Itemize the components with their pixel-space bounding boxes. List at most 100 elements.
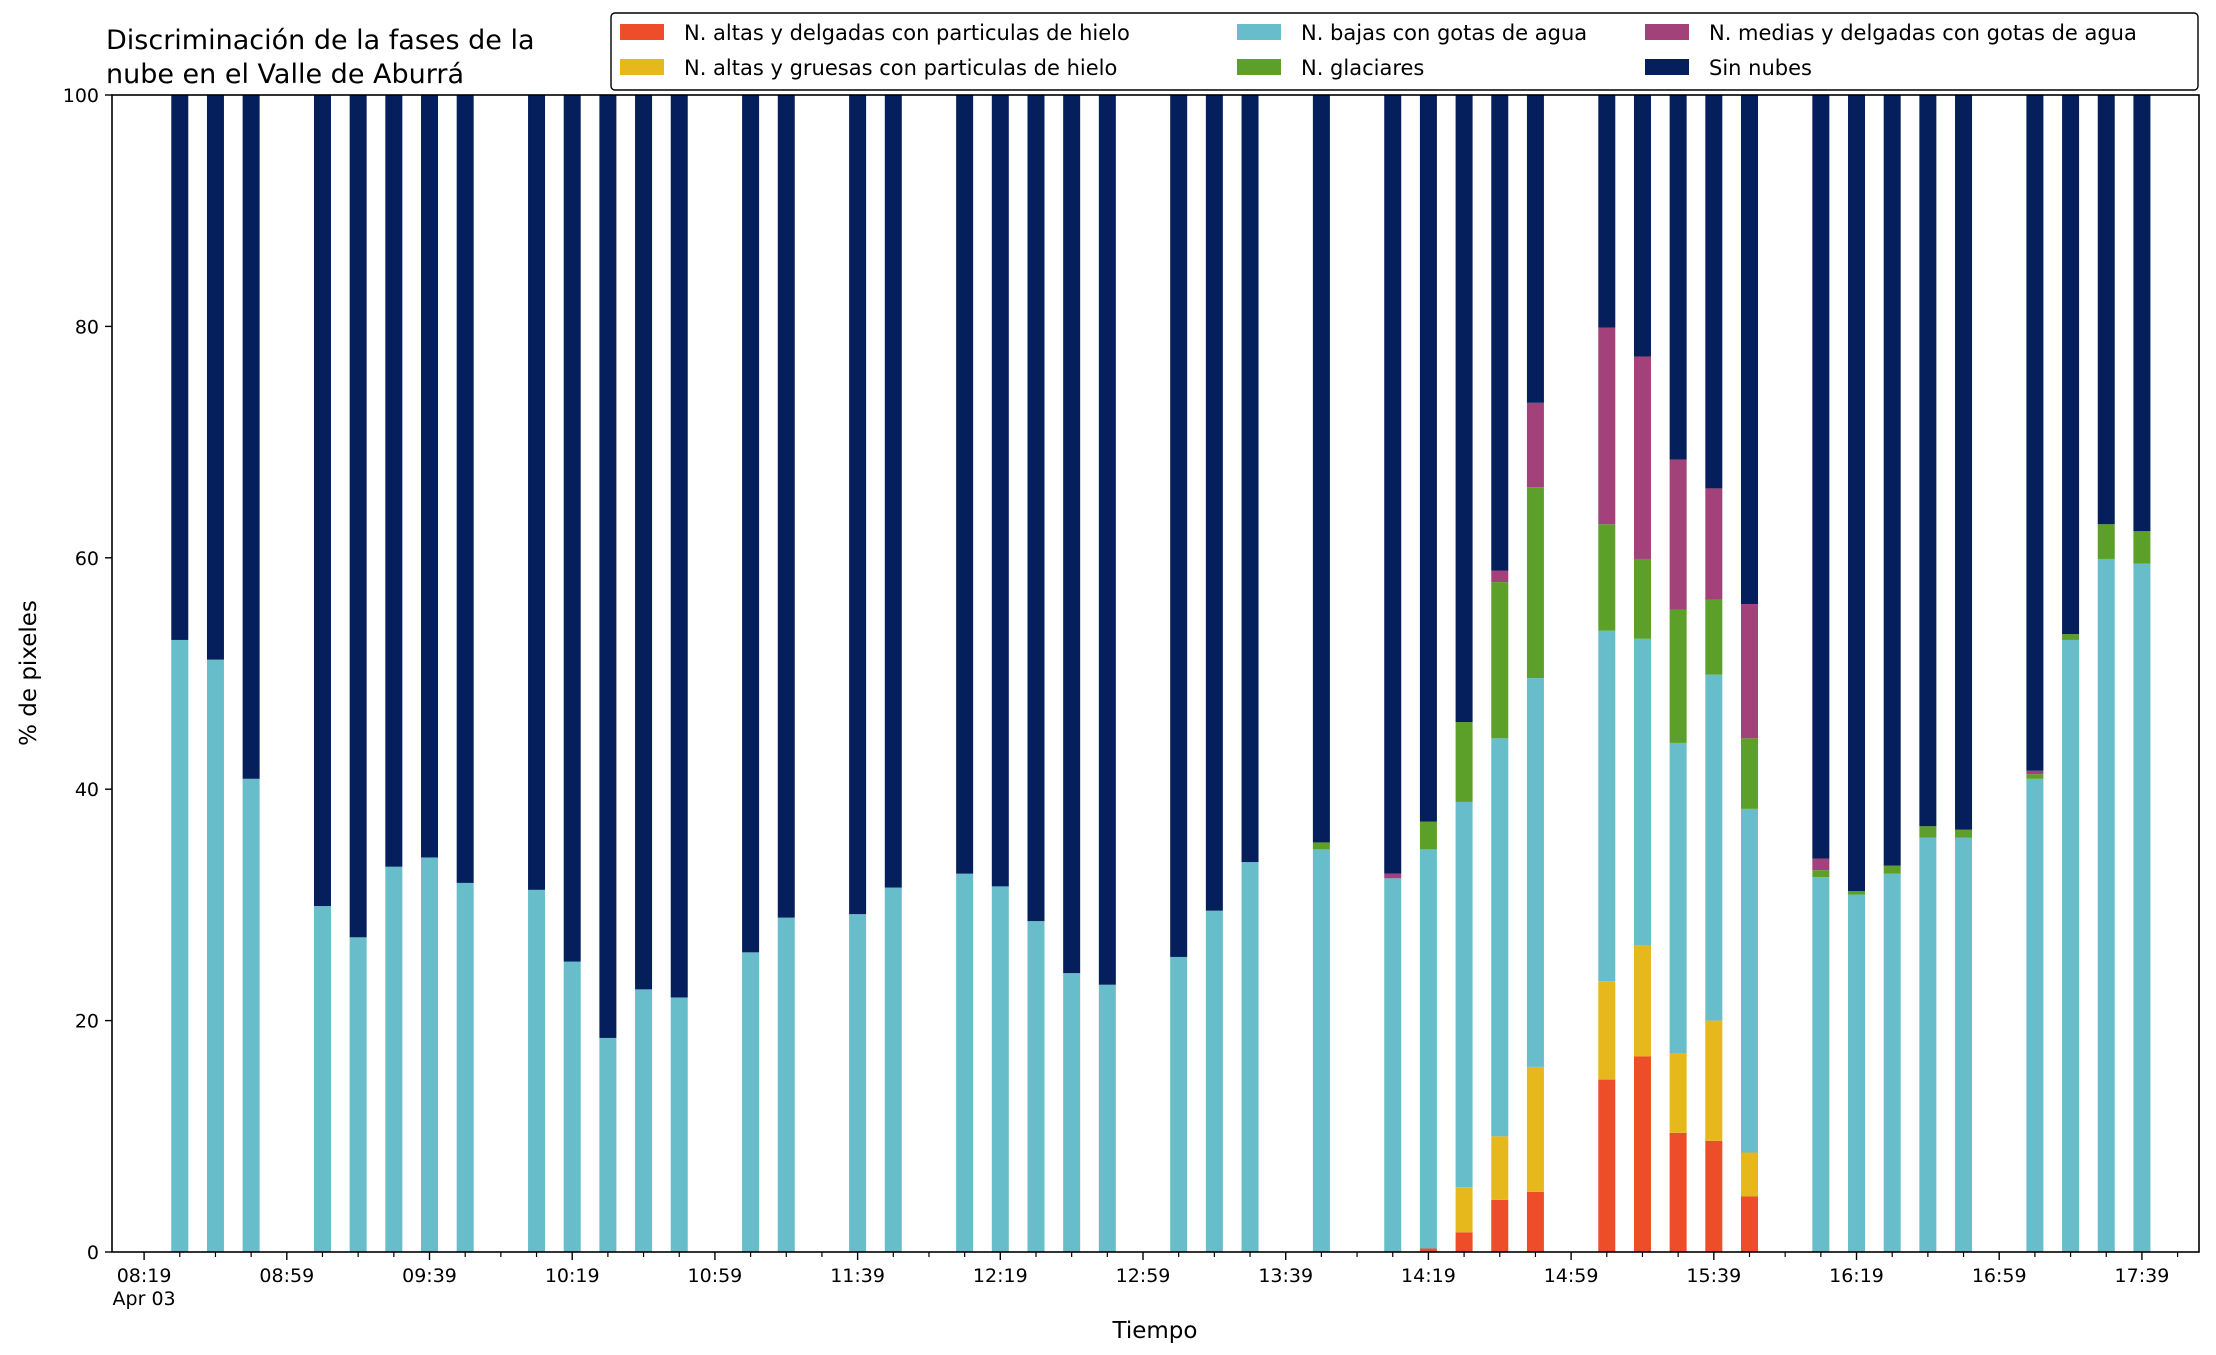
legend-swatch	[1645, 24, 1689, 40]
bar-segment-alt_gru	[1633, 945, 1651, 1057]
bar-segment-bajas	[528, 889, 546, 1252]
bar-segment-sin	[1848, 95, 1866, 892]
bar-segment-bajas	[385, 866, 403, 1252]
bar-segment-sin	[777, 95, 795, 918]
bar-segment-bajas	[1740, 808, 1758, 1153]
bar-segment-bajas	[2097, 558, 2115, 1252]
bar-segment-alt_gru	[1491, 1136, 1509, 1200]
bar-segment-sin	[313, 95, 331, 907]
bar-stack	[2026, 95, 2044, 1252]
legend-label: N. glaciares	[1301, 56, 1424, 80]
bar-stack	[1027, 95, 1045, 1252]
bar-stack	[670, 95, 688, 1252]
bar-stack	[1098, 95, 1116, 1252]
bar-segment-glac	[1312, 842, 1330, 850]
bar-stack	[1241, 95, 1259, 1252]
bar-stack	[206, 95, 224, 1252]
bar-segment-sin	[1955, 95, 1973, 830]
bar-segment-alt_del	[1491, 1199, 1509, 1252]
bar-stack	[313, 95, 331, 1252]
bar-segment-glac	[1919, 826, 1937, 838]
bar-segment-sin	[1740, 95, 1758, 605]
x-tick-label: 16:59	[1972, 1265, 2027, 1287]
bar-segment-bajas	[1241, 862, 1259, 1252]
bar-stack	[171, 95, 189, 1252]
y-axis: 0 20 40 60 80 100	[63, 85, 112, 1264]
legend-item-glac: N. glaciares	[1237, 56, 1424, 80]
bar-segment-bajas	[884, 887, 902, 1252]
x-axis-label: Tiempo	[1112, 1318, 1198, 1344]
bar-segment-glac	[2097, 524, 2115, 559]
bar-segment-alt_del	[1455, 1232, 1473, 1252]
bar-segment-sin	[991, 95, 1009, 887]
bar-segment-medias	[1669, 459, 1687, 610]
bar-segment-glac	[1812, 870, 1830, 878]
bar-stack	[1419, 95, 1437, 1252]
bar-stack	[528, 95, 546, 1252]
bar-segment-sin	[1812, 95, 1830, 859]
bar-segment-glac	[2133, 531, 2151, 564]
bar-segment-bajas	[1419, 849, 1437, 1249]
legend-frame	[610, 12, 2199, 91]
bar-segment-bajas	[991, 886, 1009, 1252]
bar-segment-bajas	[313, 906, 331, 1252]
bar-segment-bajas	[1491, 738, 1509, 1137]
bar-segment-sin	[1098, 95, 1116, 985]
bar-stack	[1455, 95, 1473, 1252]
bar-segment-sin	[1526, 95, 1544, 403]
bar-stack	[1955, 95, 1973, 1252]
legend-swatch	[1237, 24, 1281, 40]
x-tick-label: 14:19	[1401, 1265, 1456, 1287]
bar-segment-bajas	[1098, 984, 1116, 1252]
bar-segment-sin	[1883, 95, 1901, 866]
bar-segment-alt_del	[1419, 1248, 1437, 1252]
bar-segment-sin	[1455, 95, 1473, 723]
legend-items: N. altas y delgadas con particulas de hi…	[620, 21, 2137, 80]
x-tick-label: 16:19	[1829, 1265, 1884, 1287]
bar-segment-glac	[1955, 829, 1973, 838]
bar-segment-sin	[206, 95, 224, 660]
bar-stack	[777, 95, 795, 1252]
bar-stack	[742, 95, 760, 1252]
bar-segment-sin	[1669, 95, 1687, 460]
bar-segment-bajas	[206, 659, 224, 1252]
chart-title-line-2: nube en el Valle de Aburrá	[106, 59, 464, 90]
bar-segment-sin	[456, 95, 474, 883]
bar-segment-glac	[1419, 821, 1437, 850]
x-tick-label: 09:39	[402, 1265, 457, 1287]
bar-segment-sin	[1491, 95, 1509, 571]
bar-segment-sin	[563, 95, 581, 962]
bar-segment-sin	[1170, 95, 1188, 957]
bar-segment-glac	[1705, 599, 1723, 675]
bar-stack	[1384, 95, 1402, 1252]
bar-segment-bajas	[1598, 630, 1616, 982]
bar-segment-sin	[1205, 95, 1223, 911]
bar-stack	[1812, 95, 1830, 1252]
bars-layer	[171, 95, 2151, 1252]
bar-segment-alt_gru	[1455, 1187, 1473, 1233]
bar-stack	[884, 95, 902, 1252]
legend-item-alt_del: N. altas y delgadas con particulas de hi…	[620, 21, 1130, 45]
bar-segment-medias	[1705, 488, 1723, 600]
bar-segment-bajas	[242, 778, 260, 1252]
bar-segment-bajas	[1027, 921, 1045, 1252]
bar-segment-bajas	[1919, 837, 1937, 1252]
bar-segment-sin	[956, 95, 974, 874]
bar-segment-alt_gru	[1705, 1020, 1723, 1141]
bar-segment-medias	[1384, 873, 1402, 879]
bar-segment-bajas	[1633, 638, 1651, 946]
bar-segment-sin	[242, 95, 260, 779]
bar-segment-sin	[1063, 95, 1081, 974]
chart-title-line-1: Discriminación de la fases de la	[106, 25, 535, 56]
legend: N. altas y delgadas con particulas de hi…	[610, 12, 2199, 91]
bar-segment-alt_gru	[1669, 1053, 1687, 1133]
bar-segment-glac	[1740, 738, 1758, 809]
x-tick-label: 08:59	[259, 1265, 314, 1287]
bar-stack	[1598, 95, 1616, 1252]
bar-segment-bajas	[1205, 910, 1223, 1252]
bar-segment-bajas	[456, 882, 474, 1252]
bar-segment-sin	[528, 95, 546, 890]
bar-segment-sin	[2133, 95, 2151, 532]
bar-segment-bajas	[1312, 849, 1330, 1252]
x-tick-label: 17:39	[2115, 1265, 2170, 1287]
